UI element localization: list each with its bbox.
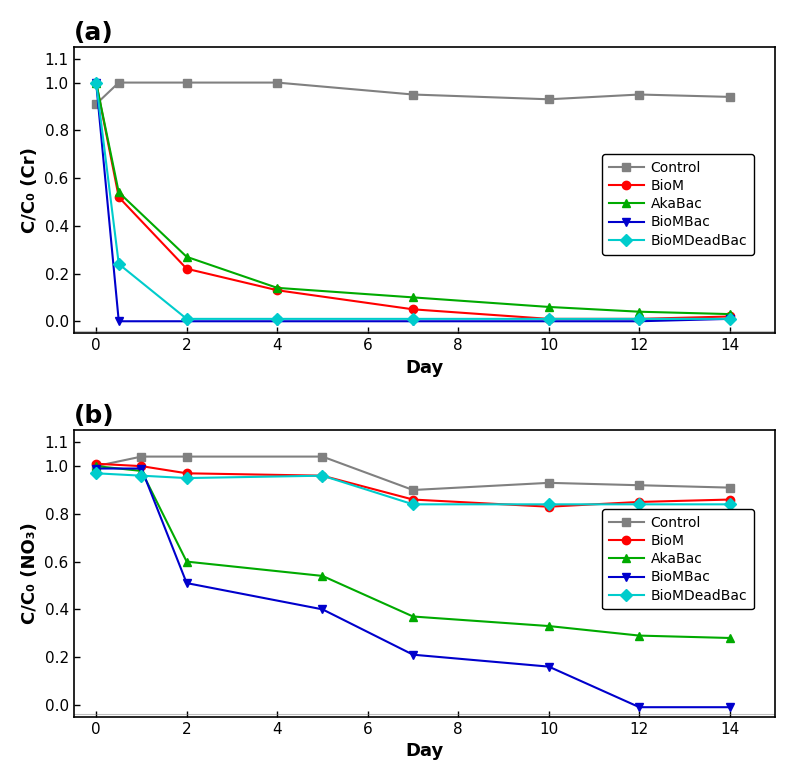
BioMBac (725, 314, 735, 323)
BioMDeadBac (92, 78, 101, 87)
BioMDeadBac (408, 500, 418, 509)
AkaBac (137, 466, 146, 476)
BioMBac (408, 316, 418, 326)
BioMDeadBac (182, 473, 192, 483)
BioMDeadBac (544, 500, 553, 509)
Y-axis label: C/C₀ (Cr): C/C₀ (Cr) (21, 147, 39, 233)
Control (544, 478, 553, 487)
BioMDeadBac (137, 471, 146, 480)
AkaBac (544, 302, 553, 312)
BioM (92, 78, 101, 87)
AkaBac (182, 557, 192, 566)
BioMBac (318, 604, 327, 614)
BioMBac (544, 662, 553, 672)
BioMDeadBac (182, 314, 192, 323)
AkaBac (544, 622, 553, 631)
BioMDeadBac (92, 469, 101, 478)
BioMBac (408, 650, 418, 659)
Line: BioMBac: BioMBac (92, 465, 734, 711)
BioM (408, 495, 418, 505)
BioMDeadBac (634, 500, 644, 509)
AkaBac (318, 571, 327, 580)
Line: BioMDeadBac: BioMDeadBac (92, 469, 734, 508)
BioM (544, 502, 553, 512)
X-axis label: Day: Day (405, 358, 443, 376)
BioM (725, 312, 735, 321)
Line: BioMBac: BioMBac (92, 78, 734, 326)
BioMDeadBac (408, 314, 418, 323)
X-axis label: Day: Day (405, 742, 443, 760)
BioMBac (182, 579, 192, 588)
Control (725, 92, 735, 102)
AkaBac (408, 612, 418, 621)
Line: Control: Control (92, 78, 734, 109)
BioMDeadBac (318, 471, 327, 480)
BioMDeadBac (634, 314, 644, 323)
BioMBac (634, 703, 644, 712)
BioMBac (137, 464, 146, 473)
Control (182, 78, 192, 87)
Control (92, 462, 101, 471)
Y-axis label: C/C₀ (NO₃): C/C₀ (NO₃) (21, 522, 39, 625)
BioM (182, 264, 192, 273)
Text: (a): (a) (73, 21, 113, 45)
AkaBac (634, 631, 644, 640)
BioMBac (544, 316, 553, 326)
BioMBac (634, 316, 644, 326)
AkaBac (114, 187, 123, 197)
AkaBac (725, 633, 735, 643)
AkaBac (272, 284, 282, 293)
Legend: Control, BioM, AkaBac, BioMBac, BioMDeadBac: Control, BioM, AkaBac, BioMBac, BioMDead… (602, 154, 754, 255)
AkaBac (634, 307, 644, 316)
BioM (272, 286, 282, 295)
Control (92, 99, 101, 109)
BioM (408, 305, 418, 314)
Control (114, 78, 123, 87)
BioM (318, 471, 327, 480)
BioMBac (182, 316, 192, 326)
BioMDeadBac (272, 314, 282, 323)
BioM (634, 314, 644, 323)
BioMBac (114, 316, 123, 326)
BioMDeadBac (725, 314, 735, 323)
BioM (634, 497, 644, 507)
Control (544, 95, 553, 104)
Control (408, 485, 418, 494)
AkaBac (92, 462, 101, 471)
BioM (725, 495, 735, 505)
BioMBac (92, 78, 101, 87)
BioMDeadBac (114, 259, 123, 269)
BioM (544, 314, 553, 323)
BioMDeadBac (725, 500, 735, 509)
Line: Control: Control (92, 452, 734, 494)
BioMBac (272, 316, 282, 326)
AkaBac (725, 309, 735, 319)
BioMBac (725, 703, 735, 712)
Line: BioM: BioM (92, 78, 734, 323)
Control (408, 90, 418, 99)
BioMDeadBac (544, 314, 553, 323)
Control (272, 78, 282, 87)
Line: AkaBac: AkaBac (92, 462, 734, 642)
BioM (92, 459, 101, 469)
Line: AkaBac: AkaBac (92, 78, 734, 319)
AkaBac (92, 78, 101, 87)
BioM (182, 469, 192, 478)
Text: (b): (b) (73, 405, 114, 429)
Control (725, 483, 735, 492)
Control (634, 90, 644, 99)
BioMBac (92, 464, 101, 473)
Line: BioMDeadBac: BioMDeadBac (92, 78, 734, 323)
AkaBac (408, 293, 418, 302)
AkaBac (182, 252, 192, 262)
Legend: Control, BioM, AkaBac, BioMBac, BioMDeadBac: Control, BioM, AkaBac, BioMBac, BioMDead… (602, 509, 754, 609)
BioM (137, 462, 146, 471)
Control (182, 452, 192, 462)
Control (137, 452, 146, 462)
Control (634, 480, 644, 490)
Control (318, 452, 327, 462)
BioM (114, 192, 123, 201)
Line: BioM: BioM (92, 459, 734, 511)
